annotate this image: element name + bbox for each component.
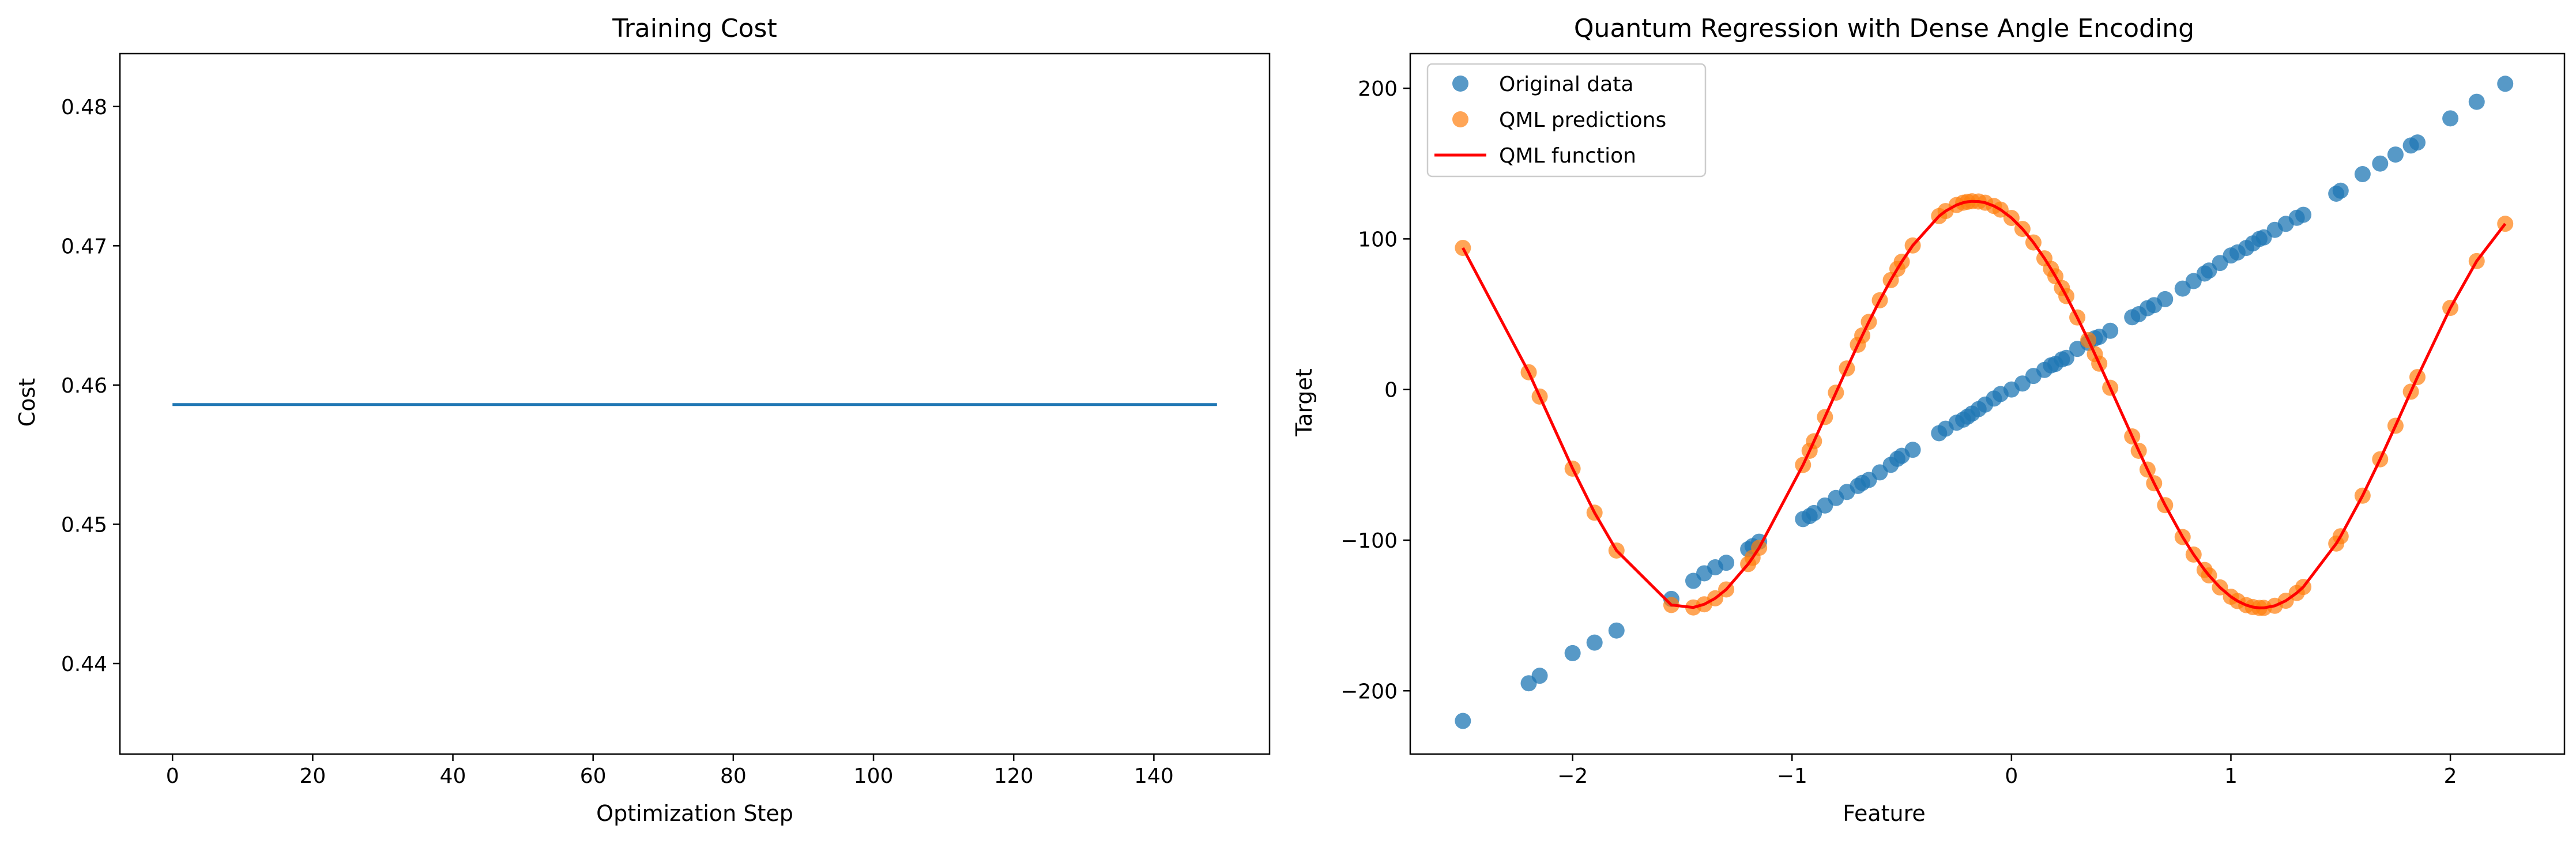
data-point-original	[2387, 146, 2404, 163]
data-point-original	[2295, 206, 2312, 223]
data-point-original	[2058, 349, 2075, 366]
legend-item-original-data: Original data	[1452, 73, 1633, 96]
x-tick-label: 100	[854, 764, 894, 788]
data-point-original	[2102, 322, 2119, 339]
data-point-original	[2409, 134, 2426, 151]
data-point-original	[1455, 713, 1471, 729]
y-tick-label: −200	[1340, 680, 1398, 703]
data-point-original	[2157, 291, 2174, 307]
y-tick-label: 0.48	[61, 96, 107, 119]
legend-label: QML predictions	[1499, 108, 1666, 132]
axes-frame	[119, 52, 1271, 755]
x-tick-label: 80	[720, 764, 747, 788]
plot-area	[1455, 76, 2514, 729]
data-point-original	[1586, 634, 1603, 651]
legend: Original data QML predictions QML functi…	[1426, 63, 1707, 178]
data-point-original	[1718, 555, 1735, 571]
y-axis-ticks: −200 −100 0 100 200	[1340, 77, 1410, 703]
legend-marker	[1452, 76, 1468, 92]
y-tick-label: 200	[1358, 77, 1398, 101]
data-point-original	[1564, 645, 1581, 661]
legend-label: QML function	[1499, 144, 1636, 168]
y-tick-label: 0	[1384, 379, 1398, 402]
y-axis-label: Target	[1291, 368, 1317, 437]
y-axis-ticks: 0.44 0.45 0.46 0.47 0.48	[61, 96, 120, 676]
x-tick-label: 0	[2005, 764, 2018, 788]
quantum-regression-chart: Quantum Regression with Dense Angle Enco…	[1291, 14, 2566, 826]
y-tick-label: 0.45	[61, 513, 107, 537]
y-tick-label: 0.46	[61, 374, 107, 398]
axes-frame	[1409, 52, 2566, 755]
y-axis-label: Cost	[14, 378, 40, 427]
y-tick-label: 0.47	[61, 235, 107, 258]
legend-marker	[1452, 111, 1468, 127]
data-point-original	[2332, 182, 2349, 199]
x-tick-label: 120	[994, 764, 1034, 788]
x-axis-label: Optimization Step	[596, 801, 793, 826]
x-axis-ticks: 0 20 40 60 80 100 120 140	[166, 754, 1174, 788]
x-tick-label: 20	[299, 764, 326, 788]
x-axis-label: Feature	[1843, 801, 1926, 826]
x-tick-label: 0	[166, 764, 179, 788]
y-tick-label: 0.44	[61, 653, 107, 676]
data-point-original	[2442, 110, 2459, 127]
legend-item-qml-predictions: QML predictions	[1452, 108, 1666, 132]
x-tick-label: 1	[2224, 764, 2238, 788]
data-point-original	[2354, 166, 2371, 183]
x-tick-label: 40	[440, 764, 466, 788]
data-point-original	[1531, 668, 1548, 684]
legend-item-qml-function: QML function	[1434, 144, 1636, 168]
chart-title: Training Cost	[612, 14, 777, 43]
chart-title: Quantum Regression with Dense Angle Enco…	[1574, 14, 2194, 43]
data-point-original	[1904, 442, 1921, 458]
data-point-original	[1608, 622, 1625, 639]
training-cost-chart: Training Cost Optimization Step Cost 0 20…	[14, 14, 1271, 826]
legend-label: Original data	[1499, 73, 1633, 96]
x-tick-label: 140	[1134, 764, 1174, 788]
x-axis-ticks: −2 −1 0 1 2	[1557, 754, 2457, 788]
x-tick-label: −1	[1777, 764, 1807, 788]
data-point-original	[2372, 155, 2389, 172]
qml-function-line	[1462, 199, 2507, 610]
x-tick-label: −2	[1557, 764, 1588, 788]
data-point-original	[2497, 76, 2514, 92]
legend-frame	[1426, 63, 1707, 178]
x-tick-label: 2	[2444, 764, 2457, 788]
data-point-original	[2468, 93, 2485, 110]
y-tick-label: 100	[1358, 228, 1398, 251]
y-tick-label: −100	[1340, 529, 1398, 553]
x-tick-label: 60	[580, 764, 607, 788]
